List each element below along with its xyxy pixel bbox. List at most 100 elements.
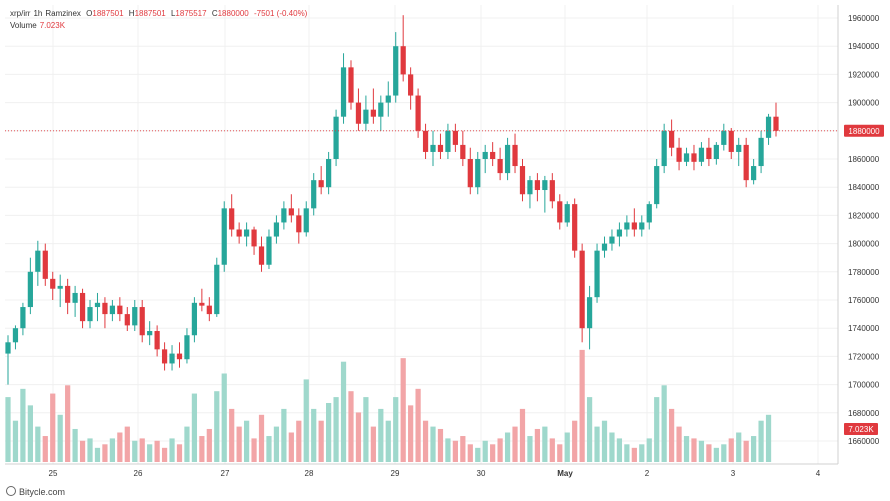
volume-bar bbox=[646, 438, 652, 462]
y-tick-label: 1720000 bbox=[848, 352, 880, 361]
candle-body bbox=[579, 250, 585, 329]
x-tick-label: 28 bbox=[305, 469, 314, 478]
volume-bar bbox=[378, 408, 384, 462]
candle-body bbox=[109, 305, 115, 315]
legend-high-value: 1887501 bbox=[134, 9, 166, 18]
volume-bar bbox=[400, 358, 406, 462]
candle-body bbox=[721, 130, 727, 145]
volume-bar bbox=[340, 361, 347, 462]
volume-bar bbox=[102, 444, 108, 462]
current-price-label: 1880000 bbox=[848, 127, 880, 136]
candle-body bbox=[534, 180, 541, 191]
volume-bar bbox=[42, 436, 48, 462]
y-tick-label: 1780000 bbox=[848, 268, 880, 277]
volume-bar bbox=[333, 397, 339, 462]
candle-body bbox=[430, 144, 436, 152]
candle-body bbox=[751, 166, 757, 181]
volume-bar bbox=[751, 436, 757, 462]
volume-bar bbox=[713, 447, 719, 462]
candle-body bbox=[698, 147, 705, 162]
volume-bar bbox=[132, 440, 138, 462]
legend-close-label: C bbox=[211, 9, 218, 18]
candle-body bbox=[50, 278, 56, 289]
volume-bar bbox=[393, 397, 399, 462]
candle-body bbox=[385, 95, 391, 103]
candle-body bbox=[669, 130, 675, 148]
candle-body bbox=[393, 46, 399, 96]
volume-bar bbox=[624, 444, 630, 462]
candle-body bbox=[281, 208, 287, 223]
volume-bar bbox=[415, 388, 421, 462]
candle-body bbox=[318, 180, 324, 188]
candle-body bbox=[631, 222, 637, 230]
volume-bar bbox=[765, 414, 772, 462]
candle-body bbox=[601, 243, 608, 251]
candle-body bbox=[176, 353, 183, 360]
volume-bar bbox=[385, 420, 391, 462]
volume-bar bbox=[5, 397, 11, 462]
candle-body bbox=[713, 144, 719, 159]
volume-bar bbox=[176, 444, 183, 462]
candle-body bbox=[460, 144, 466, 159]
volume-bar bbox=[422, 420, 429, 462]
volume-bar bbox=[236, 426, 242, 462]
plot-area bbox=[5, 5, 838, 464]
volume-bar bbox=[728, 438, 734, 462]
candle-body bbox=[527, 180, 533, 195]
volume-bar bbox=[363, 397, 369, 462]
volume-bar bbox=[445, 438, 451, 462]
volume-bar bbox=[467, 444, 473, 462]
candle-body bbox=[624, 222, 630, 230]
candle-body bbox=[557, 201, 563, 223]
volume-bar bbox=[519, 408, 526, 462]
legend-close-value: 1880000 bbox=[217, 9, 249, 18]
volume-bar bbox=[542, 426, 548, 462]
volume-bar bbox=[408, 405, 414, 462]
candle-body bbox=[94, 302, 101, 308]
watermark-text: Bitycle.com bbox=[19, 487, 66, 497]
volume-bar bbox=[12, 420, 19, 462]
candle-body bbox=[87, 307, 93, 322]
candle-body bbox=[765, 116, 772, 138]
volume-bar bbox=[534, 428, 541, 462]
volume-bar bbox=[184, 426, 190, 462]
candle-body bbox=[340, 67, 347, 117]
volume-bar bbox=[161, 447, 168, 462]
volume-bar bbox=[35, 426, 41, 462]
legend-exchange: Ramzinex bbox=[45, 9, 81, 18]
volume-bar bbox=[296, 420, 302, 462]
candle-body bbox=[363, 109, 369, 124]
volume-bar bbox=[348, 391, 354, 462]
candle-body bbox=[475, 159, 481, 188]
volume-bar bbox=[601, 420, 608, 462]
volume-bar bbox=[281, 408, 287, 462]
candle-body bbox=[594, 250, 600, 298]
volume-bar bbox=[147, 444, 153, 462]
candle-body bbox=[154, 331, 160, 350]
candle-body bbox=[258, 246, 265, 265]
candle-body bbox=[616, 229, 623, 237]
volume-bar bbox=[326, 403, 332, 462]
y-tick-label: 1960000 bbox=[848, 14, 880, 23]
bitycle-logo-icon bbox=[6, 486, 16, 496]
volume-bar bbox=[609, 432, 615, 462]
volume-bar bbox=[549, 438, 555, 462]
volume-bar bbox=[243, 420, 250, 462]
y-tick-label: 1700000 bbox=[848, 381, 880, 390]
candle-body bbox=[676, 147, 682, 162]
volume-bar bbox=[654, 397, 660, 462]
volume-bar bbox=[65, 385, 71, 462]
volume-bar bbox=[721, 444, 727, 462]
volume-bar bbox=[460, 436, 466, 462]
candle-body bbox=[311, 180, 317, 209]
volume-bar bbox=[706, 444, 712, 462]
volume-bar bbox=[504, 432, 511, 462]
legend-change-value: -7501 (-0.40%) bbox=[253, 9, 308, 18]
candle-body bbox=[437, 144, 444, 152]
volume-bar bbox=[258, 414, 265, 462]
candle-body bbox=[229, 208, 235, 230]
candle-body bbox=[773, 116, 779, 131]
candle-body bbox=[333, 116, 339, 159]
